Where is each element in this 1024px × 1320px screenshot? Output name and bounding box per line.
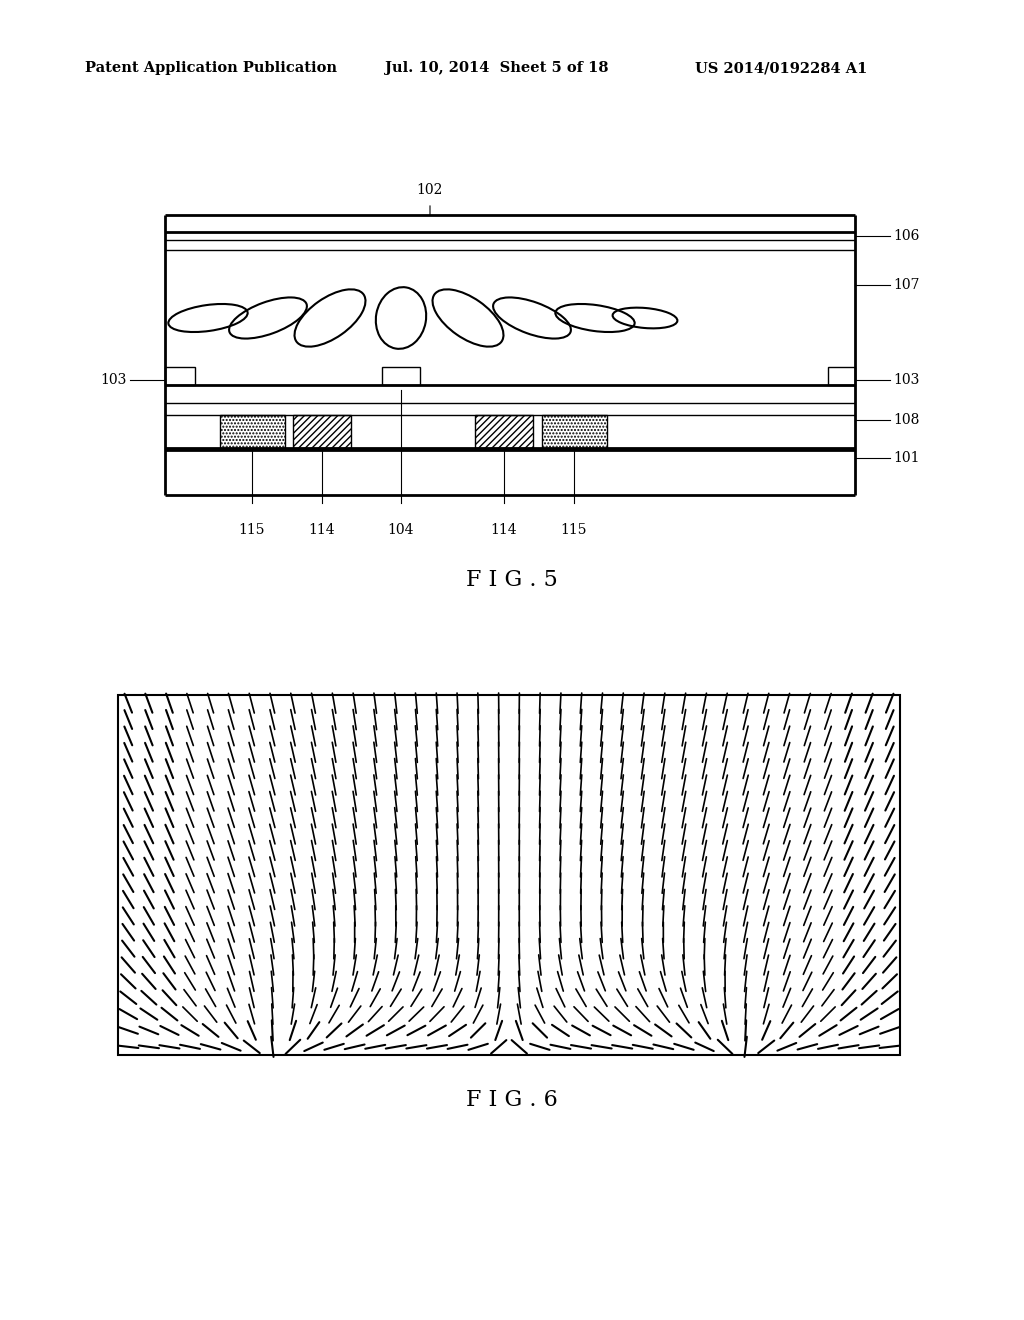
Text: 104: 104 (388, 523, 415, 537)
Bar (828, 367, 855, 385)
Text: 114: 114 (490, 523, 517, 537)
Text: 115: 115 (561, 523, 587, 537)
Text: 106: 106 (893, 228, 920, 243)
Text: 107: 107 (893, 279, 920, 292)
Bar (118, 696, 900, 1055)
Text: 102: 102 (417, 183, 443, 197)
Bar (542, 414, 607, 447)
Bar (293, 414, 351, 447)
Text: 103: 103 (100, 374, 127, 387)
Text: 115: 115 (239, 523, 265, 537)
Text: 114: 114 (308, 523, 335, 537)
Bar (382, 367, 420, 385)
Text: Jul. 10, 2014  Sheet 5 of 18: Jul. 10, 2014 Sheet 5 of 18 (385, 61, 608, 75)
Text: 103: 103 (893, 374, 920, 387)
Text: US 2014/0192284 A1: US 2014/0192284 A1 (695, 61, 867, 75)
Text: F I G . 6: F I G . 6 (466, 1089, 558, 1111)
Text: F I G . 5: F I G . 5 (466, 569, 558, 591)
Text: 108: 108 (893, 413, 920, 426)
Bar (165, 367, 195, 385)
Bar (475, 414, 534, 447)
Text: Patent Application Publication: Patent Application Publication (85, 61, 337, 75)
Text: 101: 101 (893, 451, 920, 465)
Bar (220, 414, 285, 447)
